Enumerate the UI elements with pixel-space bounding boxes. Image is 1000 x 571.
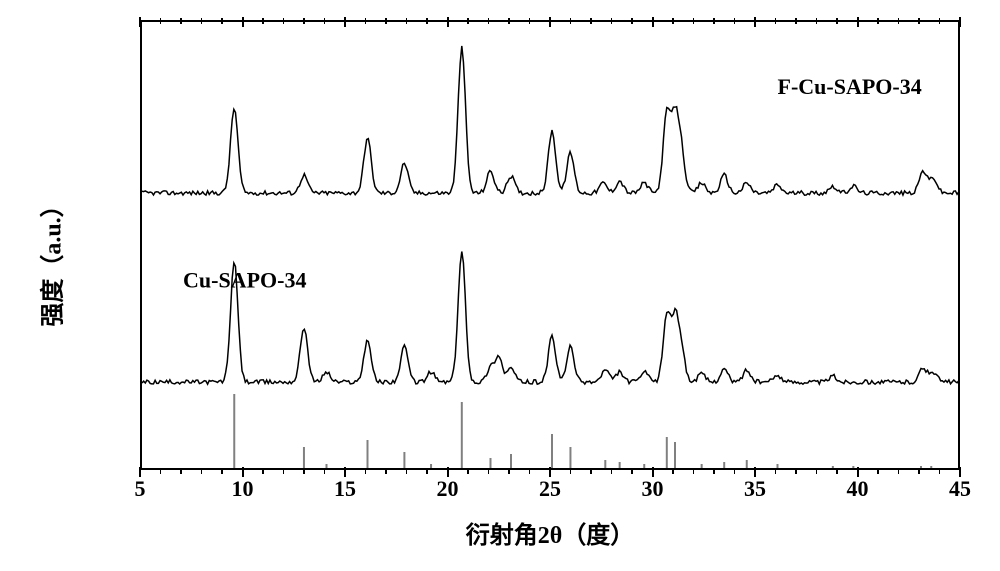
x-tick-minor	[939, 468, 941, 474]
x-tick-minor-top	[898, 18, 900, 24]
x-tick-label: 5	[135, 476, 146, 535]
x-tick-minor	[262, 468, 264, 474]
x-tick-label: 35	[744, 476, 766, 535]
x-tick-minor	[467, 468, 469, 474]
x-tick-minor	[180, 468, 182, 474]
x-tick-major-top	[242, 17, 244, 27]
x-tick-minor-top	[303, 18, 305, 24]
x-tick-minor-top	[426, 18, 428, 24]
x-tick-major-top	[857, 17, 859, 27]
x-tick-minor	[529, 468, 531, 474]
x-tick-minor	[672, 468, 674, 474]
x-tick-minor-top	[508, 18, 510, 24]
x-tick-minor-top	[365, 18, 367, 24]
x-tick-minor	[488, 468, 490, 474]
x-tick-minor-top	[180, 18, 182, 24]
plot-area: F-Cu-SAPO-34 Cu-SAPO-34	[140, 20, 960, 470]
x-tick-major-top	[447, 17, 449, 27]
x-tick-minor-top	[529, 18, 531, 24]
xrd-svg: F-Cu-SAPO-34 Cu-SAPO-34	[142, 22, 960, 470]
x-axis-label: 衍射角2θ（度）	[466, 515, 635, 550]
x-tick-major-top	[139, 17, 141, 27]
x-tick-major-top	[959, 17, 961, 27]
x-tick-minor	[836, 468, 838, 474]
x-tick-minor-top	[590, 18, 592, 24]
x-tick-minor-top	[283, 18, 285, 24]
x-tick-minor	[734, 468, 736, 474]
x-tick-minor	[406, 468, 408, 474]
series-label: F-Cu-SAPO-34	[778, 74, 922, 99]
x-tick-minor-top	[672, 18, 674, 24]
x-tick-minor	[283, 468, 285, 474]
x-tick-minor	[570, 468, 572, 474]
x-tick-minor-top	[324, 18, 326, 24]
y-axis-label: 强度（a.u.）	[33, 193, 68, 326]
x-tick-minor-top	[631, 18, 633, 24]
x-tick-minor-top	[611, 18, 613, 24]
x-tick-minor-top	[201, 18, 203, 24]
x-tick-label: 15	[334, 476, 356, 535]
x-tick-label: 45	[949, 476, 971, 535]
xrd-chart: 强度（a.u.） F-Cu-SAPO-34Cu-SAPO-34 51015202…	[80, 20, 960, 500]
x-tick-minor-top	[385, 18, 387, 24]
x-tick-minor-top	[406, 18, 408, 24]
x-tick-minor-top	[160, 18, 162, 24]
x-tick-minor	[611, 468, 613, 474]
x-tick-minor-top	[262, 18, 264, 24]
x-tick-minor-top	[693, 18, 695, 24]
x-tick-minor	[160, 468, 162, 474]
x-tick-minor-top	[221, 18, 223, 24]
x-tick-minor	[631, 468, 633, 474]
x-tick-minor	[221, 468, 223, 474]
x-tick-minor	[201, 468, 203, 474]
x-tick-major-top	[344, 17, 346, 27]
x-tick-label: 30	[642, 476, 664, 535]
x-tick-minor	[918, 468, 920, 474]
x-tick-label: 20	[437, 476, 459, 535]
x-tick-minor	[877, 468, 879, 474]
x-tick-minor	[816, 468, 818, 474]
series-label: Cu-SAPO-34	[183, 268, 306, 293]
x-tick-minor-top	[570, 18, 572, 24]
x-tick-minor	[508, 468, 510, 474]
x-tick-minor-top	[836, 18, 838, 24]
x-tick-minor	[795, 468, 797, 474]
x-tick-minor-top	[467, 18, 469, 24]
x-tick-major-top	[652, 17, 654, 27]
x-tick-minor	[693, 468, 695, 474]
x-tick-major-top	[549, 17, 551, 27]
x-tick-minor	[775, 468, 777, 474]
x-tick-minor	[324, 468, 326, 474]
x-tick-minor-top	[795, 18, 797, 24]
x-tick-label: 10	[232, 476, 254, 535]
x-tick-minor-top	[775, 18, 777, 24]
x-tick-minor	[365, 468, 367, 474]
x-tick-major-top	[754, 17, 756, 27]
x-tick-minor-top	[877, 18, 879, 24]
x-tick-minor-top	[713, 18, 715, 24]
x-tick-label: 40	[847, 476, 869, 535]
x-tick-minor	[385, 468, 387, 474]
x-tick-minor-top	[816, 18, 818, 24]
xrd-series-F-Cu-SAPO-34	[142, 46, 960, 195]
x-tick-minor	[898, 468, 900, 474]
x-tick-minor	[426, 468, 428, 474]
x-tick-minor-top	[918, 18, 920, 24]
x-tick-minor	[713, 468, 715, 474]
x-tick-minor-top	[734, 18, 736, 24]
x-tick-minor-top	[939, 18, 941, 24]
x-tick-minor-top	[488, 18, 490, 24]
x-tick-minor	[303, 468, 305, 474]
x-tick-minor	[590, 468, 592, 474]
